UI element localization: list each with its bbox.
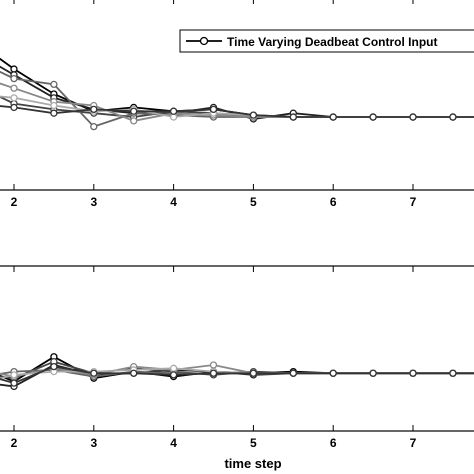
legend-label: Time Varying Deadbeat Control Input	[227, 35, 437, 49]
data-point	[289, 369, 297, 377]
data-point	[130, 369, 138, 377]
bottom-panel: 2 3 4 5 6 7	[0, 265, 474, 450]
data-point	[289, 113, 297, 121]
data-point	[130, 117, 138, 125]
x-tick-label: 7	[410, 436, 417, 450]
x-tick-label: 4	[170, 195, 177, 209]
data-point	[90, 105, 98, 114]
data-point	[369, 369, 377, 377]
data-point	[10, 74, 18, 83]
legend: Time Varying Deadbeat Control Input	[179, 29, 474, 53]
data-point	[169, 364, 178, 372]
data-point	[50, 362, 58, 371]
x-tick-label: 2	[11, 195, 18, 209]
x-tick-label: 6	[330, 195, 337, 209]
data-point	[249, 369, 258, 377]
data-point	[409, 369, 417, 377]
data-point	[169, 113, 178, 121]
data-point	[329, 369, 337, 377]
data-point	[449, 369, 457, 377]
data-point	[409, 113, 417, 121]
data-point	[10, 379, 18, 387]
series-line	[0, 364, 474, 388]
x-tick-label: 5	[250, 436, 257, 450]
legend-marker	[199, 36, 209, 46]
x-tick-label: 4	[170, 436, 177, 450]
data-point	[50, 101, 58, 110]
x-tick-label: 7	[410, 195, 417, 209]
x-tick-label: 5	[250, 195, 257, 209]
data-point	[209, 105, 218, 114]
x-axis-label: time step	[224, 456, 281, 471]
data-point	[90, 122, 98, 131]
data-point	[130, 107, 138, 115]
data-point	[249, 111, 258, 119]
data-point	[50, 80, 58, 89]
data-point	[169, 107, 178, 115]
data-point	[10, 94, 18, 102]
data-point	[449, 113, 457, 121]
data-point	[209, 361, 218, 369]
data-point	[10, 84, 18, 92]
data-point	[10, 103, 18, 112]
data-point	[329, 113, 337, 121]
series-line	[0, 365, 474, 385]
x-tick-label: 6	[330, 436, 337, 450]
data-point	[50, 109, 58, 117]
x-tick-label: 3	[90, 195, 97, 209]
data-point	[169, 371, 178, 379]
data-point	[10, 371, 18, 379]
data-point	[369, 113, 377, 121]
data-point	[10, 65, 18, 73]
axes-frame	[0, 189, 474, 191]
top-panel: 2 3 4 5 6 7 Time Varying Deadbeat Control Inpu…	[0, 0, 474, 209]
series-line	[0, 105, 474, 118]
x-tick-label: 2	[11, 436, 18, 450]
series-line	[0, 65, 474, 120]
data-point	[209, 369, 218, 377]
axes-frame	[0, 265, 474, 432]
x-tick-label: 3	[90, 436, 97, 450]
legend-box	[179, 29, 474, 53]
data-point	[90, 369, 98, 377]
